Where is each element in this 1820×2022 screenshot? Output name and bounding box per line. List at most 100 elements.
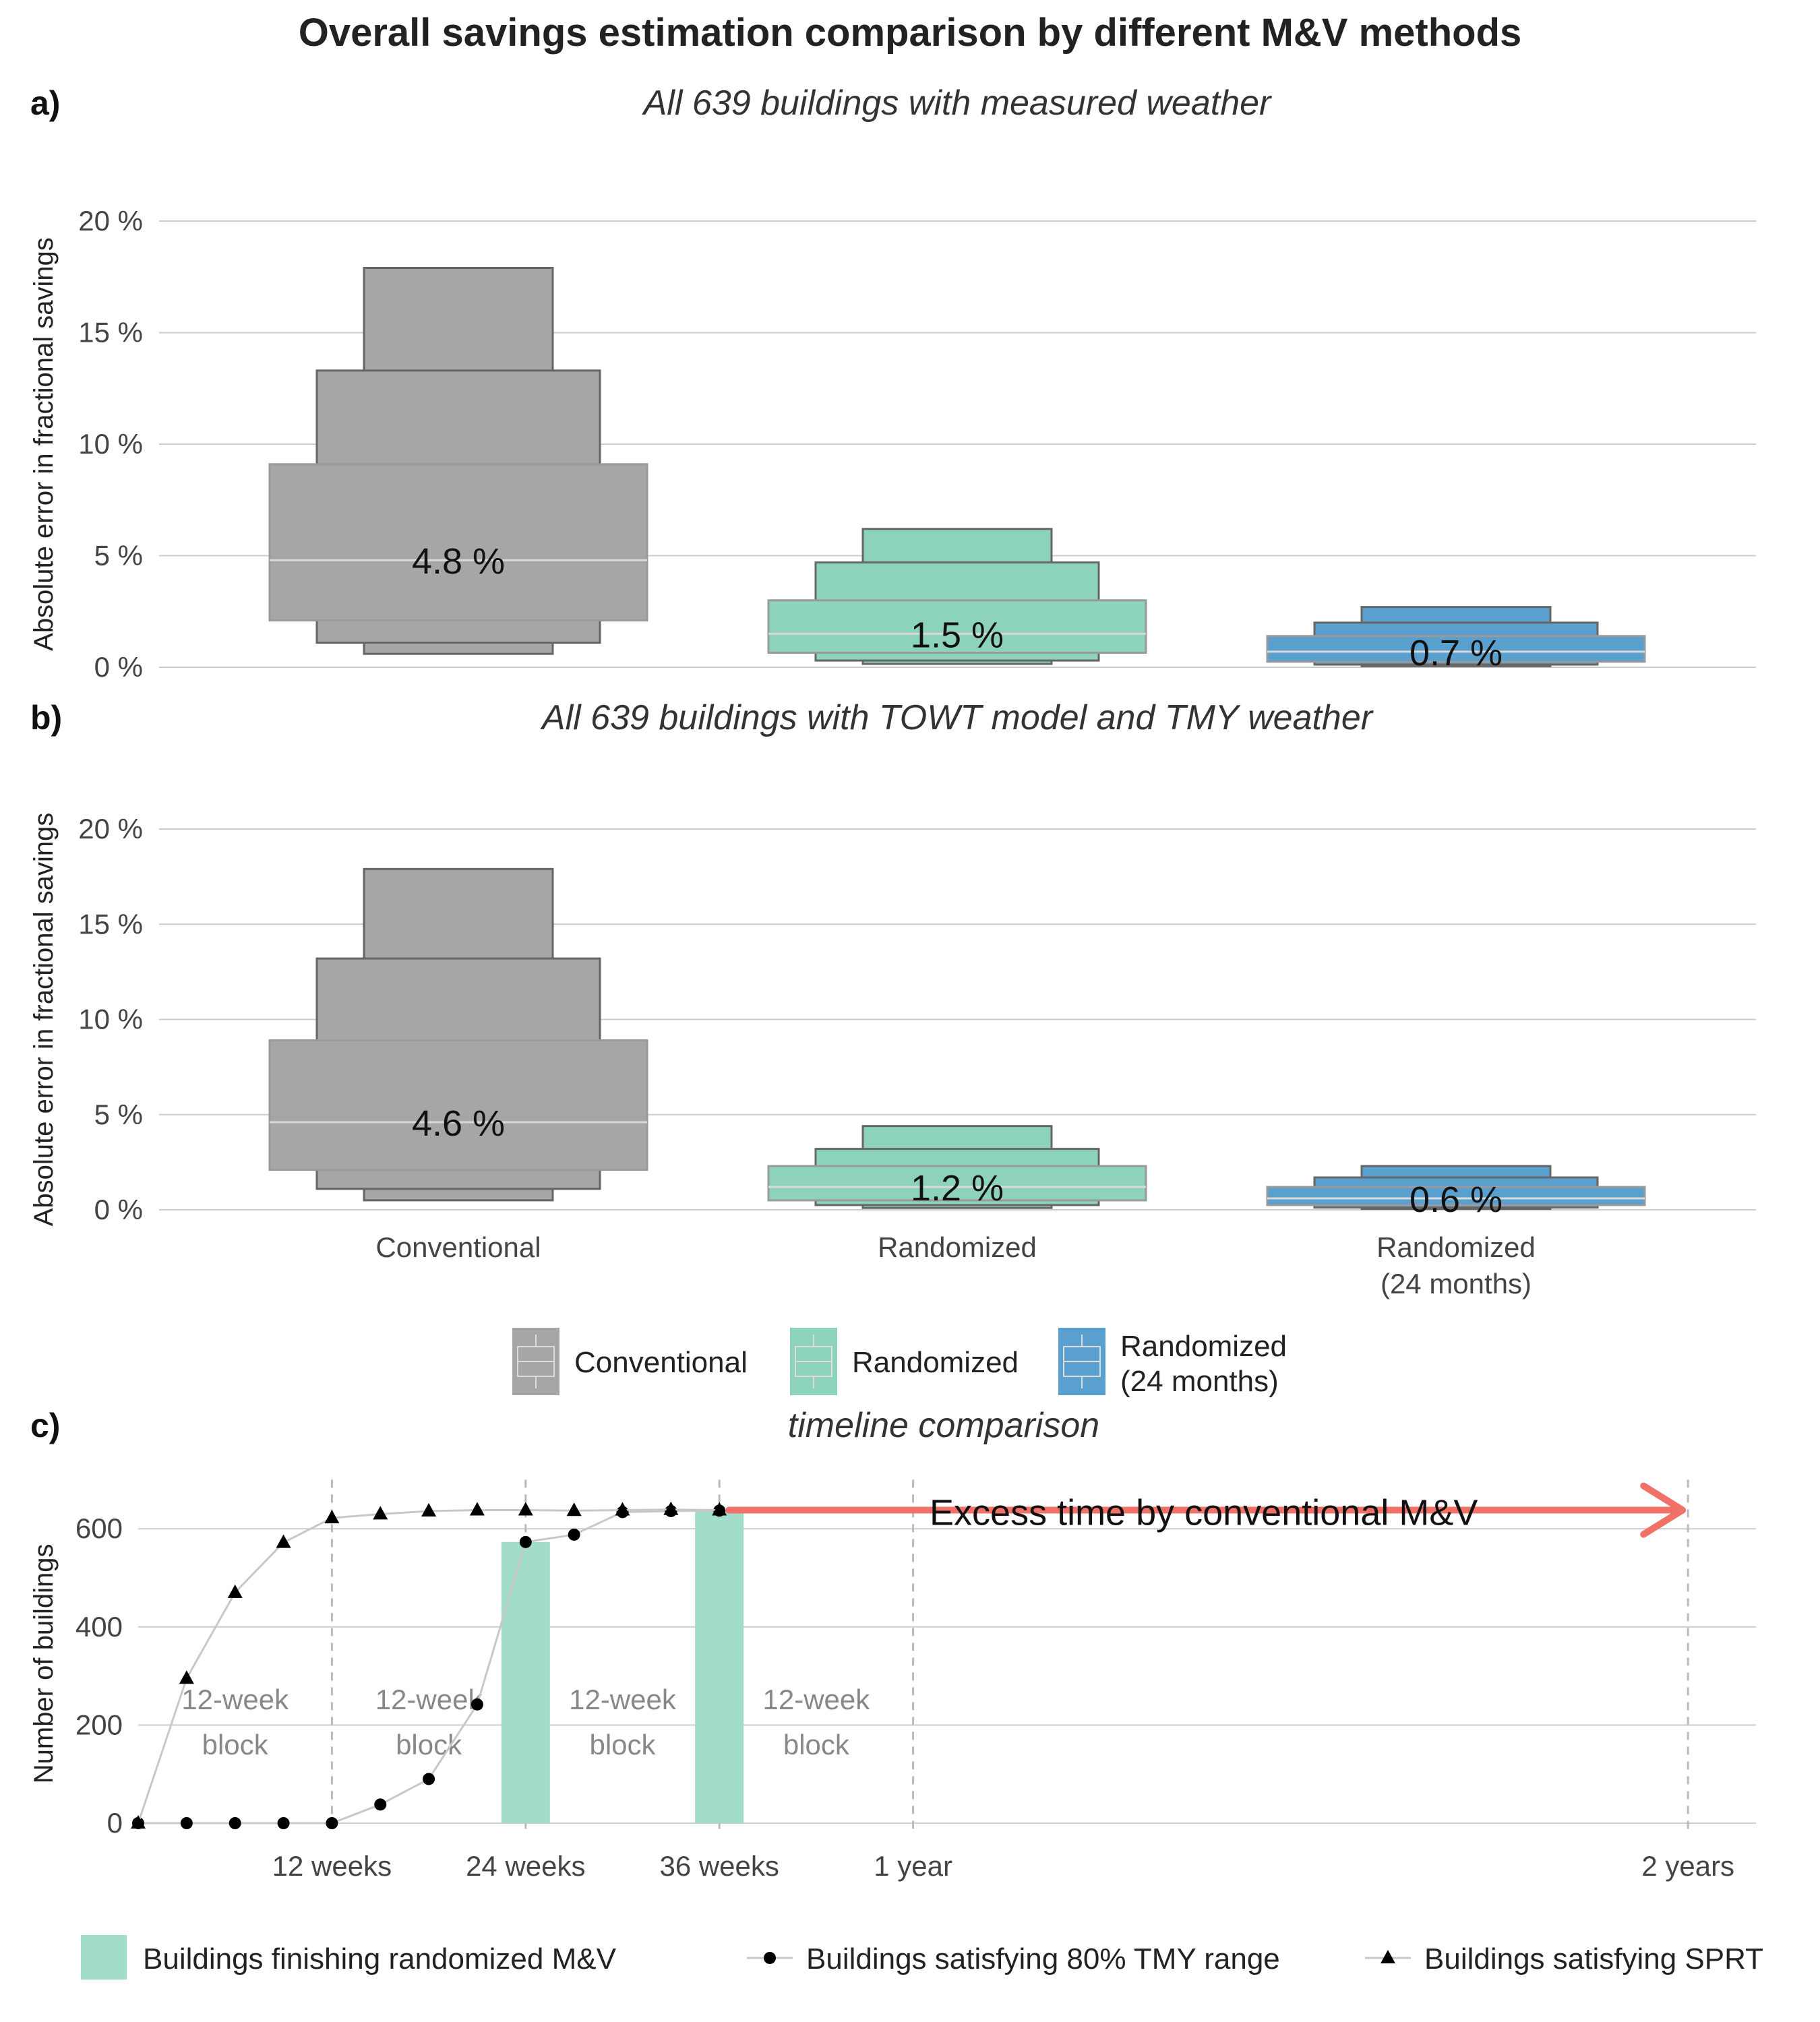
data-point — [615, 1502, 630, 1516]
block-label: 12-week — [181, 1684, 289, 1715]
panel-title: timeline comparison — [788, 1406, 1099, 1445]
triangle-marker-icon — [1381, 1950, 1395, 1963]
box-level-1 — [767, 599, 1147, 654]
legend-item-buildings-satisfying-sprt: Buildings satisfying SPRT — [1365, 1942, 1763, 1975]
x-tick-label: Randomized — [878, 1231, 1037, 1263]
box-conventional: 4.6 % — [268, 867, 648, 1202]
data-point — [324, 1510, 340, 1524]
median-value-label: 4.8 % — [412, 541, 505, 582]
y-tick-label: 0 % — [94, 651, 143, 683]
data-point — [229, 1817, 241, 1829]
box-randomized-24-months: 0.7 % — [1266, 606, 1646, 673]
data-point — [276, 1534, 291, 1548]
data-point — [568, 1528, 580, 1541]
data-point — [519, 1535, 532, 1548]
data-point — [326, 1817, 338, 1829]
finished-bar — [695, 1509, 744, 1823]
y-tick-label: 5 % — [94, 540, 143, 572]
block-label-line2: block — [396, 1729, 462, 1760]
y-tick-label: 0 % — [94, 1194, 143, 1225]
block-label-line2: block — [783, 1729, 850, 1760]
y-tick-label: 10 % — [78, 428, 143, 460]
excess-time-arrow: Excess time by conventional M&V — [725, 1482, 1687, 1538]
block-label: 12-week — [763, 1684, 871, 1715]
median-value-label: 1.5 % — [911, 615, 1004, 655]
finished-bar — [501, 1541, 550, 1823]
panel-label: a) — [30, 84, 60, 122]
y-axis-label: Absolute error in fractional savings — [29, 237, 59, 651]
panel-b: b) All 639 buildings with TOWT model and … — [29, 698, 1756, 1299]
y-tick-label: 10 % — [78, 1004, 143, 1035]
block-label: 12-week — [569, 1684, 677, 1715]
block-label-line2: block — [202, 1729, 269, 1760]
y-tick-label: 20 % — [78, 205, 143, 237]
data-point — [277, 1817, 290, 1829]
series-buildings-satisfying-sprt — [131, 1501, 727, 1829]
block-label-line2: block — [589, 1729, 656, 1760]
x-tick-label: 1 year — [874, 1850, 952, 1882]
box-level-1 — [1266, 635, 1646, 663]
data-point — [469, 1502, 485, 1516]
data-point — [227, 1584, 243, 1598]
median-value-label: 1.2 % — [911, 1168, 1004, 1208]
data-point — [566, 1502, 582, 1516]
panel-label: b) — [30, 699, 62, 737]
y-tick-label: 200 — [75, 1709, 123, 1740]
x-tick-label: 2 years — [1641, 1850, 1734, 1882]
y-tick-label: 0 — [107, 1807, 123, 1839]
box-level-1 — [1266, 1186, 1646, 1206]
x-tick-label: Conventional — [375, 1231, 541, 1263]
box-level-1 — [268, 463, 648, 621]
x-tick-label: 12 weeks — [272, 1850, 392, 1882]
legend-label: Buildings satisfying SPRT — [1424, 1942, 1763, 1975]
y-tick-label: 20 % — [78, 813, 143, 845]
panel-c: c) timeline comparison 0 200 400 600 Number of… — [29, 1406, 1756, 1882]
legend-label: Randomized — [1120, 1330, 1287, 1363]
box-conventional: 4.8 % — [268, 267, 648, 655]
data-point — [663, 1501, 679, 1515]
data-point — [131, 1815, 146, 1829]
y-axis-label: Number of buildings — [29, 1544, 59, 1784]
panel-label: c) — [30, 1407, 60, 1444]
series-buildings-satisfying-80-tmy-range — [132, 1504, 726, 1829]
legend-label: Buildings finishing randomized M&V — [143, 1942, 617, 1975]
legend-item-buildings-finishing-randomized-m-v: Buildings finishing randomized M&V — [81, 1935, 617, 1980]
median-value-label: 0.6 % — [1409, 1180, 1503, 1220]
data-point — [423, 1773, 435, 1785]
y-tick-label: 15 % — [78, 908, 143, 940]
panel-a: a) All 639 buildings with measured weathe… — [29, 84, 1756, 683]
x-tick-label: Randomized (24 months) — [1376, 1231, 1536, 1299]
legend-label: Randomized — [852, 1346, 1019, 1379]
legend-item-randomized: Randomized — [790, 1328, 1019, 1395]
box-randomized: 1.2 % — [767, 1125, 1147, 1209]
x-tick-label: 36 weeks — [659, 1850, 779, 1882]
legend-item-buildings-satisfying-80-tmy-range: Buildings satisfying 80% TMY range — [747, 1942, 1280, 1975]
data-point — [180, 1817, 193, 1829]
legend-item-conventional: Conventional — [512, 1328, 748, 1395]
data-point — [373, 1506, 388, 1520]
box-randomized-24-months: 0.6 % — [1266, 1165, 1646, 1220]
circle-marker-icon — [764, 1952, 776, 1964]
box-level-1 — [268, 1039, 648, 1171]
x-tick-label: 24 weeks — [466, 1850, 585, 1882]
y-tick-label: 5 % — [94, 1099, 143, 1130]
legend-label: Buildings satisfying 80% TMY range — [806, 1942, 1280, 1975]
arrow-label: Excess time by conventional M&V — [930, 1492, 1478, 1533]
legend-label: Conventional — [574, 1346, 748, 1379]
y-tick-label: 15 % — [78, 317, 143, 348]
panel-title: All 639 buildings with TOWT model and TM… — [540, 698, 1374, 737]
block-label: 12-week — [375, 1684, 483, 1715]
box-randomized: 1.5 % — [767, 528, 1147, 665]
y-tick-label: 400 — [75, 1611, 123, 1643]
data-point — [421, 1502, 437, 1516]
legend-item-randomized-24-months: Randomized(24 months) — [1058, 1328, 1287, 1398]
legend-timeline: Buildings finishing randomized M&V Buildi… — [81, 1935, 1763, 1980]
box-level-1 — [767, 1165, 1147, 1202]
data-point — [712, 1502, 727, 1516]
median-value-label: 0.7 % — [1409, 633, 1503, 673]
y-axis-label: Absolute error in fractional savings — [29, 813, 59, 1227]
arrow-head-icon — [1640, 1482, 1687, 1538]
legend-label-line2: (24 months) — [1120, 1365, 1279, 1398]
data-point — [179, 1670, 194, 1684]
